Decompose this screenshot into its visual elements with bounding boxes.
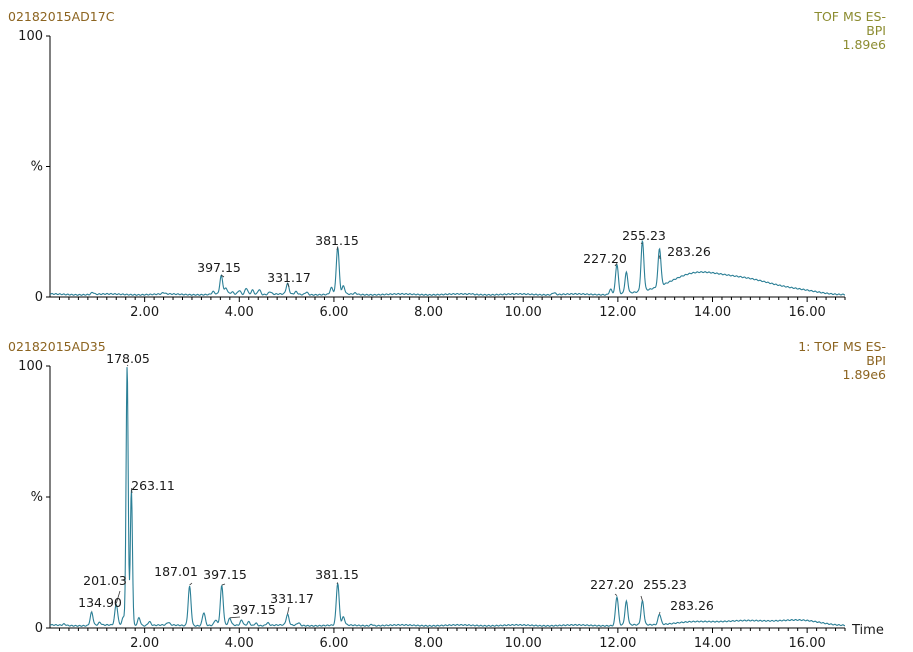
peak-label-leader	[287, 606, 290, 614]
x-tick-label: 8.00	[414, 305, 443, 320]
peak-label-leader	[189, 582, 193, 586]
peak-label-leader	[640, 595, 643, 601]
peak-label: 255.23	[643, 577, 687, 592]
x-tick-label: 4.00	[225, 305, 254, 320]
chromatogram-trace	[49, 367, 846, 627]
x-tick-label: 12.00	[599, 636, 636, 651]
sample-id: 02182015AD17C	[8, 9, 115, 24]
peak-label-leader	[336, 582, 339, 585]
peak-label: 397.15	[203, 567, 247, 582]
header-line: TOF MS ES-	[813, 9, 886, 24]
x-tick-label: 2.00	[130, 636, 159, 651]
peak-label-leader	[221, 583, 226, 586]
x-tick-label: 16.00	[789, 305, 826, 320]
peak-label: 263.11	[131, 478, 175, 493]
x-tick-label: 8.00	[414, 636, 443, 651]
peak-label: 227.20	[590, 577, 634, 592]
peak-label: 187.01	[154, 564, 198, 579]
header-line: 1: TOF MS ES-	[798, 339, 886, 354]
peak-label: 381.15	[315, 233, 359, 248]
x-tick-label: 12.00	[599, 305, 636, 320]
x-tick-label: 6.00	[319, 636, 348, 651]
x-tick-label: 4.00	[225, 636, 254, 651]
peak-label: 397.15	[232, 602, 276, 617]
peak-label: 381.15	[315, 567, 359, 582]
x-tick-label: 16.00	[789, 636, 826, 651]
header-line: BPI	[866, 353, 886, 368]
x-tick-label: 2.00	[130, 305, 159, 320]
x-tick-label: 10.00	[505, 636, 542, 651]
peak-label-leader	[287, 282, 290, 288]
peak-label-leader	[126, 364, 129, 367]
peak-label: 397.15	[197, 260, 241, 275]
peak-label: 283.26	[670, 598, 714, 613]
peak-label: 283.26	[667, 244, 711, 259]
chromatogram-trace	[49, 239, 846, 296]
peak-label-leader	[229, 616, 241, 619]
peak-label-leader	[115, 590, 121, 604]
peak-label-leader	[659, 611, 661, 615]
x-tick-label: 10.00	[505, 305, 542, 320]
x-tick-label: 6.00	[319, 305, 348, 320]
sample-id: 02182015AD35	[8, 339, 106, 354]
header-line: 1.89e6	[843, 367, 887, 382]
x-tick-label: 14.00	[694, 305, 731, 320]
peak-label-leader	[336, 246, 339, 251]
peak-label-leader	[614, 593, 618, 596]
y-tick-label: %	[31, 160, 43, 175]
y-tick-label: %	[31, 490, 43, 505]
peak-label: 255.23	[622, 228, 666, 243]
y-tick-label: 0	[35, 621, 43, 636]
peak-label-leader	[130, 488, 133, 494]
x-axis-label: Time	[851, 623, 884, 638]
peak-label-leader	[640, 242, 643, 245]
y-tick-label: 100	[18, 359, 43, 374]
y-tick-label: 100	[18, 29, 43, 44]
peak-label-leader	[221, 274, 225, 278]
peak-label: 134.90	[78, 595, 122, 610]
header-line: BPI	[866, 23, 886, 38]
peak-label: 227.20	[583, 251, 627, 266]
header-line: 1.89e6	[843, 37, 887, 52]
peak-label: 178.05	[106, 351, 150, 366]
x-tick-label: 14.00	[694, 636, 731, 651]
peak-label-leader	[659, 255, 661, 260]
peak-label: 331.17	[267, 270, 311, 285]
y-tick-label: 0	[35, 290, 43, 305]
peak-label: 331.17	[270, 591, 314, 606]
peak-label-leader	[614, 263, 618, 267]
peak-label: 201.03	[83, 573, 127, 588]
